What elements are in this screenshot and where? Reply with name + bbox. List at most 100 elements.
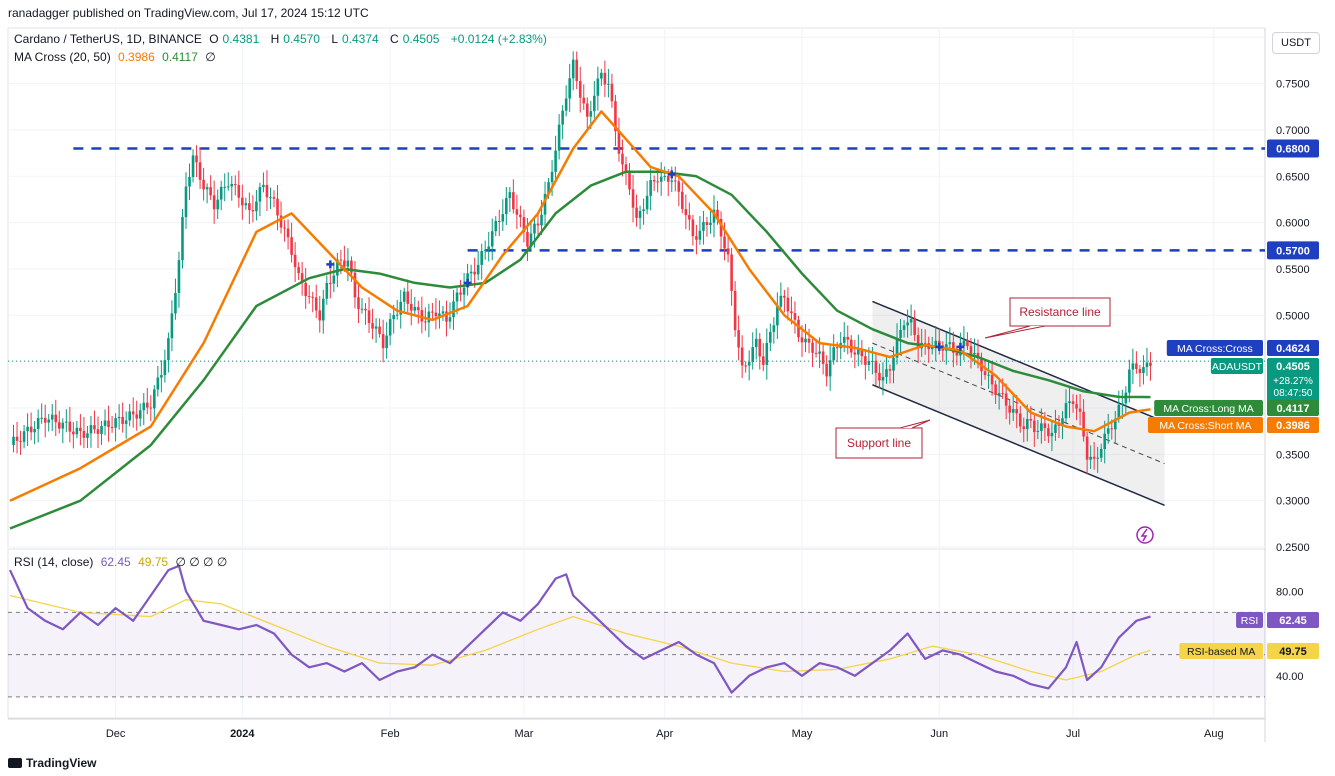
candle-body <box>26 426 29 432</box>
candle-body <box>617 131 621 154</box>
candle-body <box>797 319 800 338</box>
candle-body <box>684 209 688 216</box>
support-callout <box>835 427 923 459</box>
candle-body <box>1004 393 1008 406</box>
rsi-value-label: 62.45 <box>1279 615 1307 627</box>
candle-body <box>188 176 191 187</box>
candle-body <box>364 308 367 311</box>
candle-body <box>184 186 188 218</box>
candle-body <box>691 219 695 237</box>
candle-body <box>709 222 712 226</box>
candle-body <box>29 426 33 433</box>
candle-body <box>128 411 131 421</box>
candle-body <box>1061 418 1064 426</box>
series-name-badge <box>1154 400 1263 416</box>
candle-body <box>913 319 916 336</box>
rsi-value-badge <box>1267 643 1319 659</box>
candle-body <box>135 414 139 419</box>
candle-body <box>564 98 568 111</box>
candle-body <box>825 363 828 377</box>
candle-body <box>103 420 107 426</box>
candle-body <box>75 427 79 435</box>
candle-body <box>575 59 579 82</box>
candle-body <box>61 422 65 429</box>
candle-body <box>258 187 262 202</box>
candle-body <box>716 209 719 219</box>
candle-body <box>321 298 325 321</box>
time-tick-label: Apr <box>656 728 673 740</box>
candle-body <box>131 411 135 415</box>
candle-body <box>536 223 540 226</box>
candle-body <box>265 184 269 198</box>
candle-body <box>1057 424 1061 426</box>
series-name-label: MA Cross:Long MA <box>1163 403 1253 415</box>
candle-body <box>459 292 462 295</box>
candle-body <box>702 221 705 231</box>
candle-body <box>1121 403 1124 405</box>
candle-body <box>1029 418 1033 421</box>
candle-body <box>871 360 874 362</box>
candle-body <box>378 326 381 334</box>
candle-body <box>983 371 987 376</box>
candle-body <box>973 352 976 355</box>
candle-body <box>814 352 818 354</box>
candle-body <box>286 228 290 238</box>
candle-body <box>248 203 251 211</box>
candle-body <box>226 186 230 188</box>
ma-long-value: 0.4117 <box>162 50 198 64</box>
candle-body <box>198 162 202 180</box>
time-tick-label: Dec <box>106 728 126 740</box>
candle-body <box>202 179 205 190</box>
series-value-badge <box>1267 417 1319 433</box>
candle-body <box>962 340 966 346</box>
candle-body <box>568 78 571 99</box>
candle-body <box>705 221 709 226</box>
support-label: Support line <box>847 436 911 450</box>
rsi-value-label: 49.75 <box>1279 646 1307 658</box>
candle-body <box>550 171 554 183</box>
time-tick-label: Aug <box>1204 728 1224 740</box>
rsi-tick-label: 40.00 <box>1276 671 1304 683</box>
candle-body <box>737 330 740 348</box>
currency-button[interactable]: USDT <box>1272 32 1320 54</box>
candle-body <box>1082 411 1085 437</box>
candle-body <box>512 192 515 210</box>
candle-body <box>79 427 82 431</box>
candle-body <box>1064 403 1068 419</box>
candle-body <box>987 374 990 376</box>
candle-body <box>40 417 43 419</box>
candle-body <box>255 201 258 212</box>
candle-body <box>1103 433 1107 449</box>
candle-body <box>1092 456 1096 459</box>
support-line <box>872 384 1165 506</box>
candle-body <box>360 308 364 310</box>
ma-short-value: 0.3986 <box>118 50 155 64</box>
candle-body <box>209 187 212 196</box>
candle-body <box>290 237 293 255</box>
candle-body <box>50 414 54 420</box>
rsi-ma-line <box>9 594 1151 681</box>
candle-body <box>1040 423 1043 431</box>
candle-body <box>543 193 547 215</box>
channel-fill <box>872 301 1165 506</box>
candle-body <box>747 362 751 366</box>
candle-body <box>1135 363 1138 369</box>
candle-body <box>765 342 769 365</box>
candle-body <box>279 215 283 228</box>
candle-body <box>804 338 807 343</box>
candle-body <box>1113 418 1117 430</box>
candle-body <box>1054 424 1057 433</box>
candle-body <box>881 376 885 381</box>
candle-body <box>490 231 494 247</box>
candle-body <box>585 103 589 117</box>
candle-body <box>1131 363 1135 370</box>
candle-body <box>860 349 864 357</box>
ma-cross-marker <box>935 342 944 351</box>
candle-body <box>1099 448 1103 458</box>
series-name-label: ADAUSDT <box>1212 361 1263 373</box>
candle-body <box>670 180 674 182</box>
candle-body <box>874 360 878 373</box>
candle-body <box>145 402 149 408</box>
candle-body <box>783 295 786 298</box>
